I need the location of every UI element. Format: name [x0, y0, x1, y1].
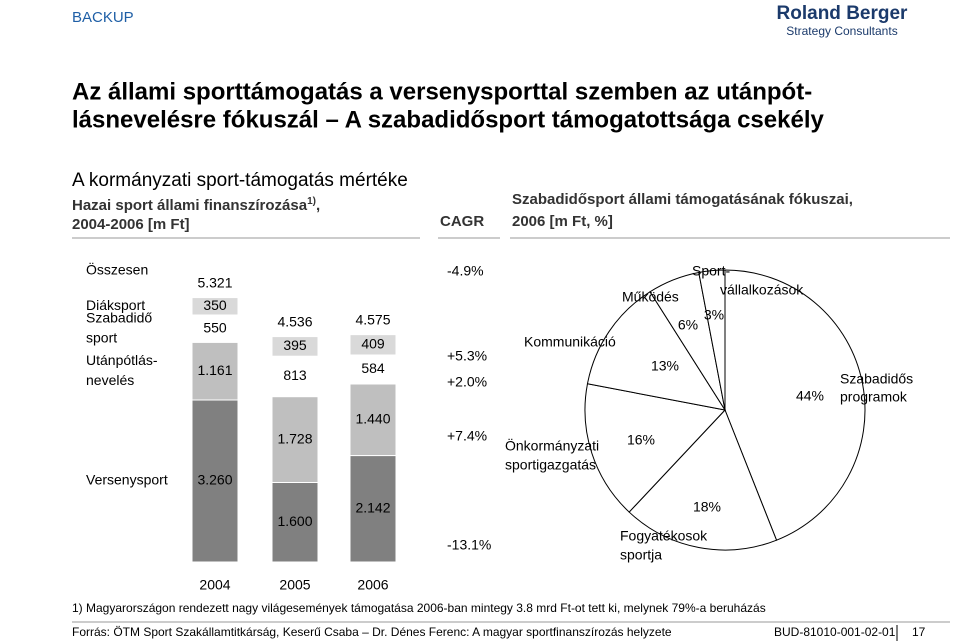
pie-slice: [586, 291, 727, 411]
cagr-label: -4.9%: [447, 263, 484, 279]
slice-name: vállalkozások: [720, 282, 804, 298]
pie-slice: [698, 269, 726, 411]
value-label: 13%: [651, 358, 679, 374]
value-label: 550: [203, 319, 227, 335]
logo-sub: Strategy Consultants: [786, 24, 897, 38]
pie-slice: [724, 269, 866, 541]
slice-name: Szabadidős: [840, 371, 913, 387]
footnote: 1) Magyarországon rendezett nagy világes…: [72, 601, 766, 615]
value-label: 16%: [627, 432, 655, 448]
value-label: 1.161: [197, 362, 232, 378]
doc-code: BUD-81010-001-02-01: [774, 625, 896, 639]
x-tick-label: 2006: [357, 577, 388, 593]
tag: BACKUP: [72, 9, 134, 26]
slice-name: Sport-: [692, 263, 730, 279]
value-label: 1.728: [277, 430, 312, 446]
value-label: 44%: [796, 388, 824, 404]
cagr-label: +5.3%: [447, 348, 487, 364]
value-label: 6%: [678, 317, 698, 333]
bar-segment: [271, 336, 319, 357]
bar-title: Hazai sport állami finanszírozása1),: [72, 196, 320, 214]
value-label: 584: [361, 360, 385, 376]
value-label: 395: [283, 337, 307, 353]
subtitle: A kormányzati sport-támogatás mértéke: [72, 170, 408, 191]
bar-segment: [191, 297, 239, 316]
pie-slice: [584, 383, 726, 513]
cagr-label: -13.1%: [447, 537, 491, 553]
x-tick-label: 2005: [279, 577, 310, 593]
series-name: Diáksport: [86, 297, 145, 313]
value-label: 3%: [704, 307, 724, 323]
slice-name: sportja: [620, 547, 662, 563]
value-label: 350: [203, 297, 227, 313]
logo: Roland Berger: [777, 3, 909, 24]
x-tick-label: 2004: [199, 577, 230, 593]
total-label: 4.536: [277, 313, 312, 329]
value-label: 1.440: [355, 410, 390, 426]
pie-title: 2006 [m Ft, %]: [512, 213, 613, 230]
value-label: 18%: [693, 499, 721, 515]
slice-name: Működés: [622, 289, 679, 305]
source: Forrás: ÖTM Sport Szakállamtitkárság, Ke…: [72, 625, 672, 639]
series-name: sport: [86, 329, 117, 345]
page-number: 17: [912, 625, 926, 639]
bar-title: 2004-2006 [m Ft]: [72, 216, 190, 233]
bar-segment: [349, 455, 397, 563]
series-name: nevelés: [86, 372, 134, 388]
title: lásnevelésre fókuszál – A szabadidősport…: [72, 106, 824, 133]
cagr-label: +7.4%: [447, 428, 487, 444]
title: Az állami sporttámogatás a versenysportt…: [72, 78, 812, 105]
series-name: Versenysport: [86, 472, 168, 488]
bar-segment: [271, 396, 319, 483]
pie-slice: [628, 409, 778, 551]
slice-name: Önkormányzati: [505, 437, 599, 454]
value-label: 813: [283, 367, 307, 383]
slice-name: sportigazgatás: [505, 457, 596, 473]
value-label: 3.260: [197, 472, 232, 488]
bar-segment: [271, 481, 319, 563]
bar-segment: [191, 341, 239, 401]
bar-segment: [191, 399, 239, 563]
slice-name: Fogyatékosok: [620, 528, 708, 544]
series-name: Szabadidő: [86, 309, 152, 325]
total-label: 4.575: [355, 311, 390, 327]
slice-name: Kommunikáció: [524, 334, 616, 350]
cagr-title: CAGR: [440, 213, 484, 230]
total-label: 5.321: [197, 274, 232, 290]
value-label: 1.600: [277, 513, 312, 529]
cagr-label: +2.0%: [447, 374, 487, 390]
value-label: 2.142: [355, 499, 390, 515]
total-name: Összesen: [86, 261, 148, 278]
series-name: Utánpótlás-: [86, 352, 158, 368]
bar-segment: [349, 354, 397, 385]
pie-title: Szabadidősport állami támogatásának fóku…: [512, 191, 853, 208]
value-label: 409: [361, 336, 385, 352]
bar-segment: [349, 334, 397, 356]
slice-name: programok: [840, 389, 908, 405]
bar-segment: [271, 355, 319, 398]
